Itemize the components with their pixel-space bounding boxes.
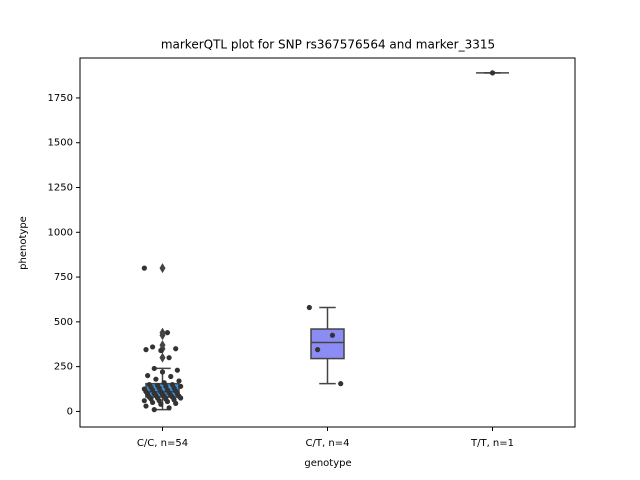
flier (159, 352, 166, 363)
y-tick-label: 250 (54, 362, 73, 373)
strip-point (159, 369, 166, 375)
strip-point (178, 383, 184, 389)
y-tick-label: 1000 (48, 227, 73, 238)
x-tick-label: C/T, n=4 (306, 438, 350, 449)
flier (159, 263, 166, 274)
box (310, 328, 345, 360)
strip-point (338, 381, 344, 387)
strip-point (158, 347, 164, 354)
strip-point (153, 376, 159, 382)
strip-point (143, 403, 149, 409)
x-axis-label: genotype (304, 458, 351, 469)
x-tick-label: C/C, n=54 (137, 438, 188, 449)
strip-point (151, 407, 157, 413)
strip-point (176, 378, 182, 384)
strip-point (166, 355, 172, 361)
strip-point (306, 304, 312, 311)
strip-point (173, 400, 179, 406)
strip-point (150, 399, 156, 406)
strip-point (173, 346, 179, 352)
y-tick-label: 1750 (48, 93, 73, 104)
strip-point (174, 367, 180, 373)
y-tick-label: 0 (67, 406, 73, 417)
strip-point (145, 372, 151, 379)
strip-point (178, 395, 184, 401)
y-tick-label: 750 (54, 272, 73, 283)
strip-point (315, 347, 321, 353)
strip-point (166, 405, 172, 411)
chart-title: markerQTL plot for SNP rs367576564 and m… (161, 38, 495, 52)
strip-point (164, 330, 171, 336)
strip-point (168, 373, 174, 380)
strip-point (164, 398, 171, 405)
strip-point (143, 347, 149, 353)
y-tick-label: 500 (54, 317, 73, 328)
y-tick-label: 1500 (48, 138, 73, 149)
y-tick-label: 1250 (48, 183, 73, 194)
flier (159, 330, 166, 341)
strip-point (489, 70, 496, 76)
strip-point (141, 265, 147, 271)
y-axis-label: phenotype (18, 216, 29, 270)
strip-point (150, 344, 156, 350)
strip-point (158, 401, 164, 407)
x-tick-label: T/T, n=1 (470, 438, 514, 449)
strip-point (151, 365, 157, 372)
strip-point (141, 398, 147, 404)
strip-point (329, 332, 336, 338)
